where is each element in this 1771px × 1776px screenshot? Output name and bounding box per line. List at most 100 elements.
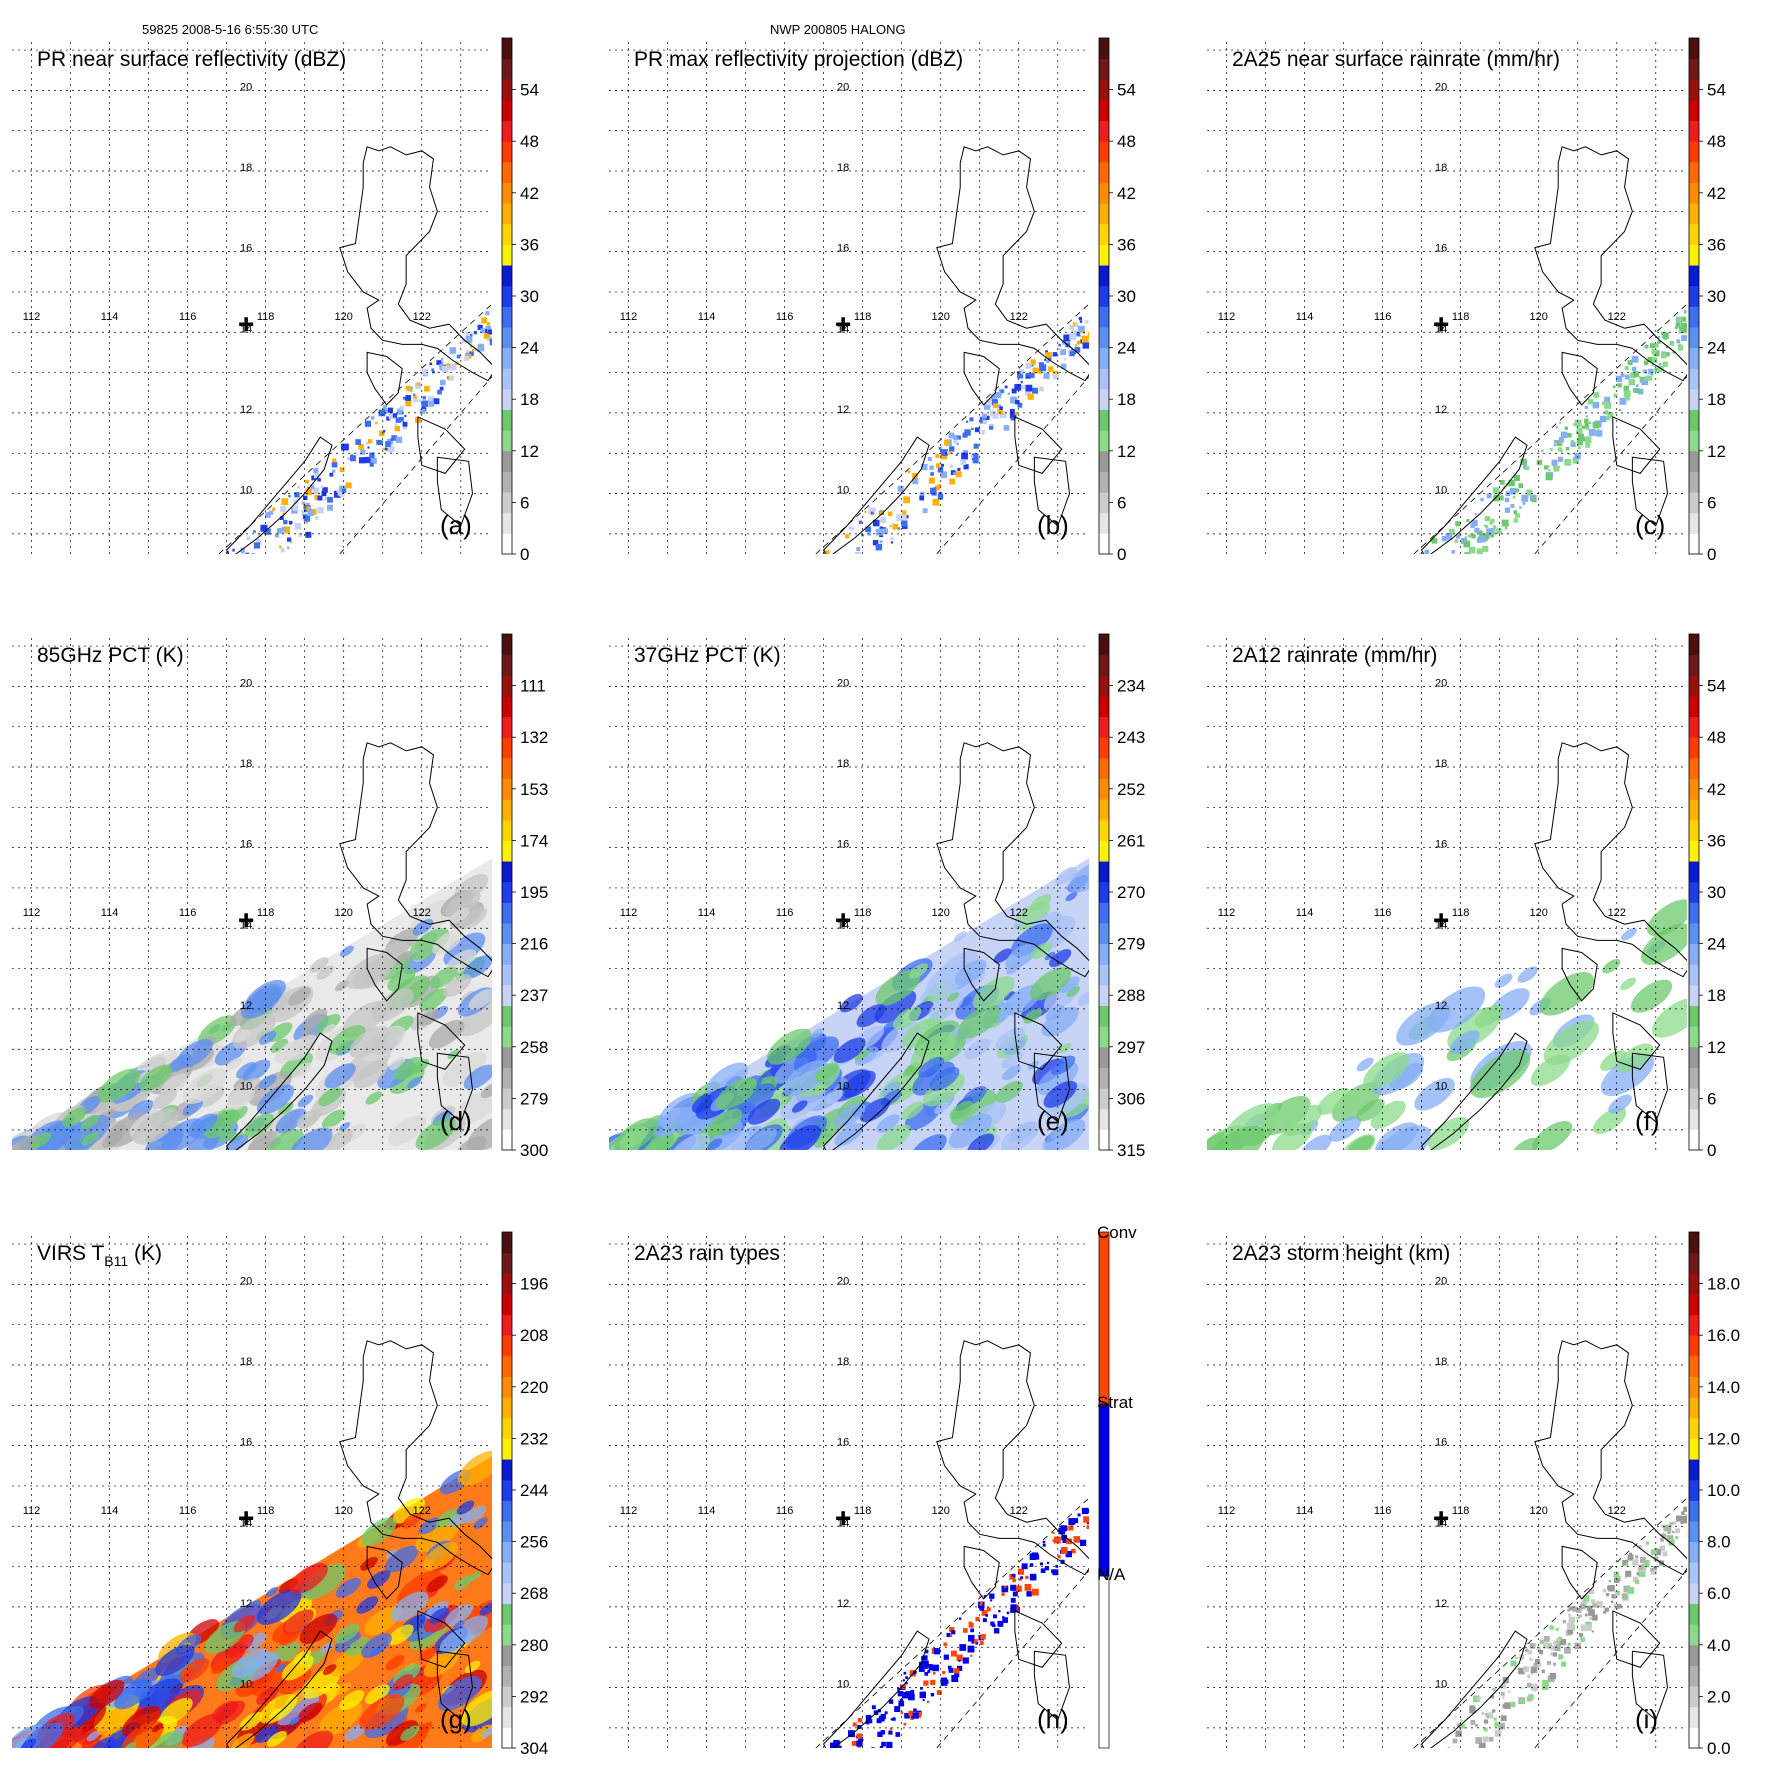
field-cell bbox=[86, 1730, 101, 1742]
field-cell bbox=[999, 411, 1007, 419]
field-cell bbox=[345, 482, 352, 489]
field-cell bbox=[1482, 545, 1489, 552]
coastline bbox=[436, 1052, 473, 1123]
field-cell bbox=[1076, 332, 1081, 337]
field-cell bbox=[897, 1687, 900, 1691]
lon-tick-label: 114 bbox=[1296, 907, 1314, 919]
field-cell bbox=[1044, 1118, 1086, 1150]
field-cell bbox=[884, 1711, 888, 1715]
field-cell bbox=[1006, 1611, 1010, 1615]
field-cell bbox=[248, 1071, 292, 1106]
colorbar-tick-label: 306 bbox=[1117, 1089, 1145, 1108]
field-cell bbox=[328, 1025, 366, 1055]
colorbar-segment bbox=[502, 368, 512, 390]
colorbar-tick-label: 42 bbox=[1707, 780, 1726, 799]
colorbar-segment bbox=[1689, 675, 1699, 697]
field-cell bbox=[1520, 1687, 1523, 1690]
field-cell bbox=[1010, 1604, 1017, 1611]
field-cell bbox=[1517, 966, 1539, 983]
field-cell bbox=[910, 1690, 915, 1694]
field-cell bbox=[279, 516, 284, 520]
colorbar-tick-label: 237 bbox=[520, 986, 548, 1005]
coastline bbox=[1014, 1610, 1063, 1668]
field-cell bbox=[851, 1741, 857, 1746]
panel-title: 2A23 rain types bbox=[634, 1242, 780, 1265]
colorbar-tick-label: 270 bbox=[1117, 883, 1145, 902]
field-cell bbox=[1021, 384, 1026, 390]
field-cell bbox=[1490, 1694, 1495, 1699]
field-cell bbox=[948, 450, 952, 455]
colorbar-tick-label: 10.0 bbox=[1707, 1481, 1740, 1500]
field-cell bbox=[879, 540, 883, 544]
field-cell bbox=[315, 1013, 341, 1034]
plot-area bbox=[609, 42, 1089, 554]
field-cell bbox=[1676, 316, 1683, 323]
field-cell bbox=[301, 510, 307, 516]
field-cell bbox=[457, 1450, 492, 1486]
panel-title: 85GHz PCT (K) bbox=[37, 644, 184, 667]
colorbar-tick-label: 315 bbox=[1117, 1141, 1145, 1160]
colorbar-tick-label: 30 bbox=[520, 287, 539, 306]
field-cell bbox=[1668, 1539, 1675, 1546]
field-cell bbox=[1628, 379, 1636, 386]
field-cell bbox=[1004, 1037, 1026, 1055]
field-cell bbox=[854, 1046, 879, 1066]
field-cell bbox=[1074, 347, 1081, 353]
field-cell bbox=[1634, 388, 1640, 394]
field-cell bbox=[1588, 1609, 1595, 1616]
field-cell bbox=[353, 956, 395, 990]
field-cell bbox=[1081, 1507, 1089, 1515]
colorbar-segment bbox=[1689, 120, 1699, 142]
field-cell bbox=[979, 1602, 983, 1606]
field-cell bbox=[1536, 1662, 1542, 1667]
colorbar-segment bbox=[1689, 306, 1699, 328]
field-cell bbox=[877, 1731, 883, 1737]
field-cell bbox=[388, 1115, 427, 1146]
colorbar-segment bbox=[502, 1417, 512, 1439]
lon-tick-label: 118 bbox=[257, 311, 275, 323]
field-cell bbox=[1471, 533, 1476, 539]
field-cell bbox=[1586, 1605, 1593, 1612]
field-cell bbox=[1630, 979, 1673, 1013]
field-cell bbox=[341, 443, 348, 451]
field-cell bbox=[364, 420, 372, 427]
field-cell bbox=[815, 1062, 839, 1082]
colorbar-segment bbox=[1689, 326, 1699, 349]
field-cell bbox=[395, 436, 403, 444]
colorbar-tick-label: 244 bbox=[520, 1481, 548, 1500]
colorbar-segment bbox=[502, 388, 512, 411]
field-cell bbox=[958, 996, 973, 1008]
field-cell bbox=[81, 1132, 99, 1146]
field-cell bbox=[179, 1658, 210, 1683]
colorbar-segment bbox=[1689, 819, 1699, 841]
field-cell bbox=[793, 1036, 839, 1073]
field-cell bbox=[933, 487, 937, 490]
colorbar-segment bbox=[502, 512, 512, 534]
field-cell bbox=[390, 1591, 429, 1622]
field-cell bbox=[1578, 433, 1584, 440]
colorbar-segment bbox=[502, 1686, 512, 1708]
colorbar-segment bbox=[1098, 1575, 1110, 1749]
field-cell bbox=[1077, 1513, 1081, 1517]
coastline bbox=[1534, 742, 1687, 978]
field-cell bbox=[993, 403, 998, 409]
field-cell bbox=[445, 889, 481, 919]
field-cell bbox=[1559, 1638, 1567, 1646]
field-cell bbox=[919, 1691, 926, 1699]
lat-tick-label: 20 bbox=[240, 677, 252, 689]
field-cell bbox=[97, 1068, 141, 1103]
plot-area bbox=[1207, 42, 1687, 554]
colorbar-segment bbox=[1099, 861, 1109, 883]
panel-h: 1121141161181201221012141618202A23 rain … bbox=[609, 1223, 1137, 1749]
field-cell bbox=[1058, 1527, 1066, 1535]
colorbar-segment bbox=[1689, 347, 1699, 369]
field-cell bbox=[892, 1717, 896, 1721]
colorbar-segment bbox=[502, 471, 512, 493]
coastline bbox=[963, 351, 1000, 406]
field-cell bbox=[1474, 513, 1477, 516]
colorbar-segment bbox=[502, 182, 512, 204]
field-cell bbox=[242, 1059, 271, 1082]
field-cell bbox=[1662, 1551, 1668, 1557]
lat-tick-label: 12 bbox=[1435, 1598, 1447, 1610]
colorbar-segment bbox=[1689, 1562, 1699, 1584]
